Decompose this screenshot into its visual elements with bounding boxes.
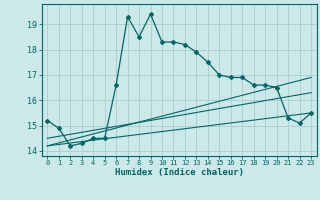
X-axis label: Humidex (Indice chaleur): Humidex (Indice chaleur) (115, 168, 244, 177)
